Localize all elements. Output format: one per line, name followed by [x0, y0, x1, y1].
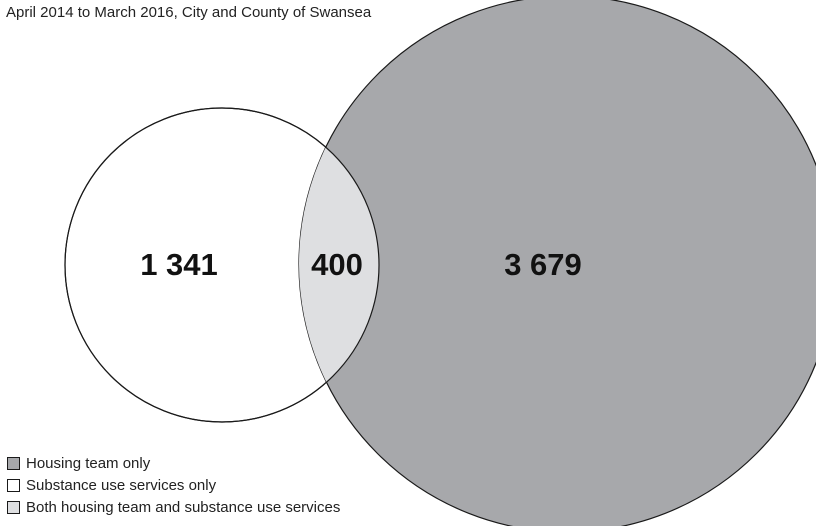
legend-swatch-both [7, 500, 20, 514]
legend-swatch-substance-only [7, 478, 20, 492]
overlap-count: 400 [311, 247, 363, 282]
diagram-subtitle: April 2014 to March 2016, City and Count… [6, 4, 372, 21]
substance-only-count: 1 341 [140, 247, 218, 282]
legend-label-both: Both housing team and substance use serv… [26, 498, 341, 516]
legend-item-substance-only: Substance use services only [7, 474, 340, 496]
housing-only-count: 3 679 [504, 247, 582, 282]
legend-label-substance-only: Substance use services only [26, 476, 217, 494]
legend-item-housing-only: Housing team only [7, 452, 340, 474]
legend-label-housing-only: Housing team only [26, 454, 151, 472]
legend-swatch-housing-only [7, 456, 20, 470]
substance-use-outline [64, 107, 380, 423]
legend: Housing team only Substance use services… [7, 452, 340, 518]
legend-item-both: Both housing team and substance use serv… [7, 496, 340, 518]
